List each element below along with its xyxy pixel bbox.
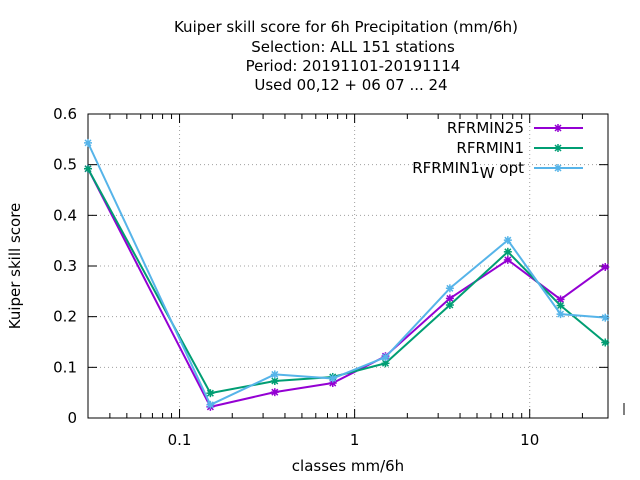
axis-ticks <box>88 113 608 419</box>
data-point <box>270 370 279 379</box>
title-line-2: Selection: ALL 151 stations <box>251 38 455 56</box>
data-point <box>206 389 215 398</box>
title-line-3: Period: 20191101-20191114 <box>246 57 461 75</box>
y-tick-label: 0 <box>67 409 77 427</box>
y-tick-label: 0.3 <box>53 257 77 275</box>
series-layer <box>84 138 610 411</box>
data-point <box>84 164 92 173</box>
x-tick-label: 0.1 <box>168 431 192 449</box>
data-point <box>445 301 454 310</box>
data-point <box>381 353 390 362</box>
data-point <box>206 400 215 409</box>
y-tick-label: 0.6 <box>53 105 77 123</box>
data-point <box>601 338 610 347</box>
y-tick-label: 0.4 <box>53 206 77 224</box>
data-point <box>556 301 565 310</box>
legend-label: RFRMIN1 <box>456 139 524 157</box>
data-point <box>84 138 92 147</box>
data-point <box>270 388 279 397</box>
y-axis-label: Kuiper skill score <box>6 203 24 330</box>
data-point <box>601 313 610 322</box>
title-line-1: Kuiper skill score for 6h Precipitation … <box>174 18 518 36</box>
legend-swatch-marker <box>554 164 562 172</box>
x-axis-label: classes mm/6h <box>292 457 404 475</box>
data-point <box>328 374 337 383</box>
data-point <box>445 284 454 293</box>
legend-swatch-marker <box>554 124 562 132</box>
tick-labels: 0 0.1 0.2 0.3 0.4 0.5 0.6 0.1 1 10 <box>53 105 539 449</box>
data-point <box>503 255 512 264</box>
y-tick-label: 0.5 <box>53 156 77 174</box>
data-point <box>601 263 610 272</box>
legend-entry-3: RFRMIN1W opt <box>412 159 583 182</box>
x-tick-label: 1 <box>350 431 360 449</box>
data-point <box>503 247 512 256</box>
legend-entry-1: RFRMIN25 <box>447 119 583 137</box>
legend: RFRMIN25 RFRMIN1 RFRMIN1W opt <box>412 119 583 182</box>
series-line <box>87 168 606 408</box>
plot-area-frame <box>87 113 609 419</box>
y-tick-label: 0.2 <box>53 308 77 326</box>
chart-title: Kuiper skill score for 6h Precipitation … <box>174 18 518 94</box>
x-tick-label: 10 <box>520 431 539 449</box>
series-3 <box>84 138 610 409</box>
legend-entry-2: RFRMIN1 <box>456 139 583 157</box>
legend-swatch-marker <box>554 144 562 152</box>
y-tick-label: 0.1 <box>53 358 77 376</box>
title-line-4: Used 00,12 + 06 07 ... 24 <box>254 76 447 94</box>
grid <box>88 114 608 418</box>
legend-label: RFRMIN25 <box>447 119 524 137</box>
data-point <box>503 236 512 245</box>
series-2 <box>84 164 610 398</box>
data-point <box>556 310 565 319</box>
legend-label: RFRMIN1W opt <box>412 159 524 182</box>
series-line <box>87 168 606 395</box>
